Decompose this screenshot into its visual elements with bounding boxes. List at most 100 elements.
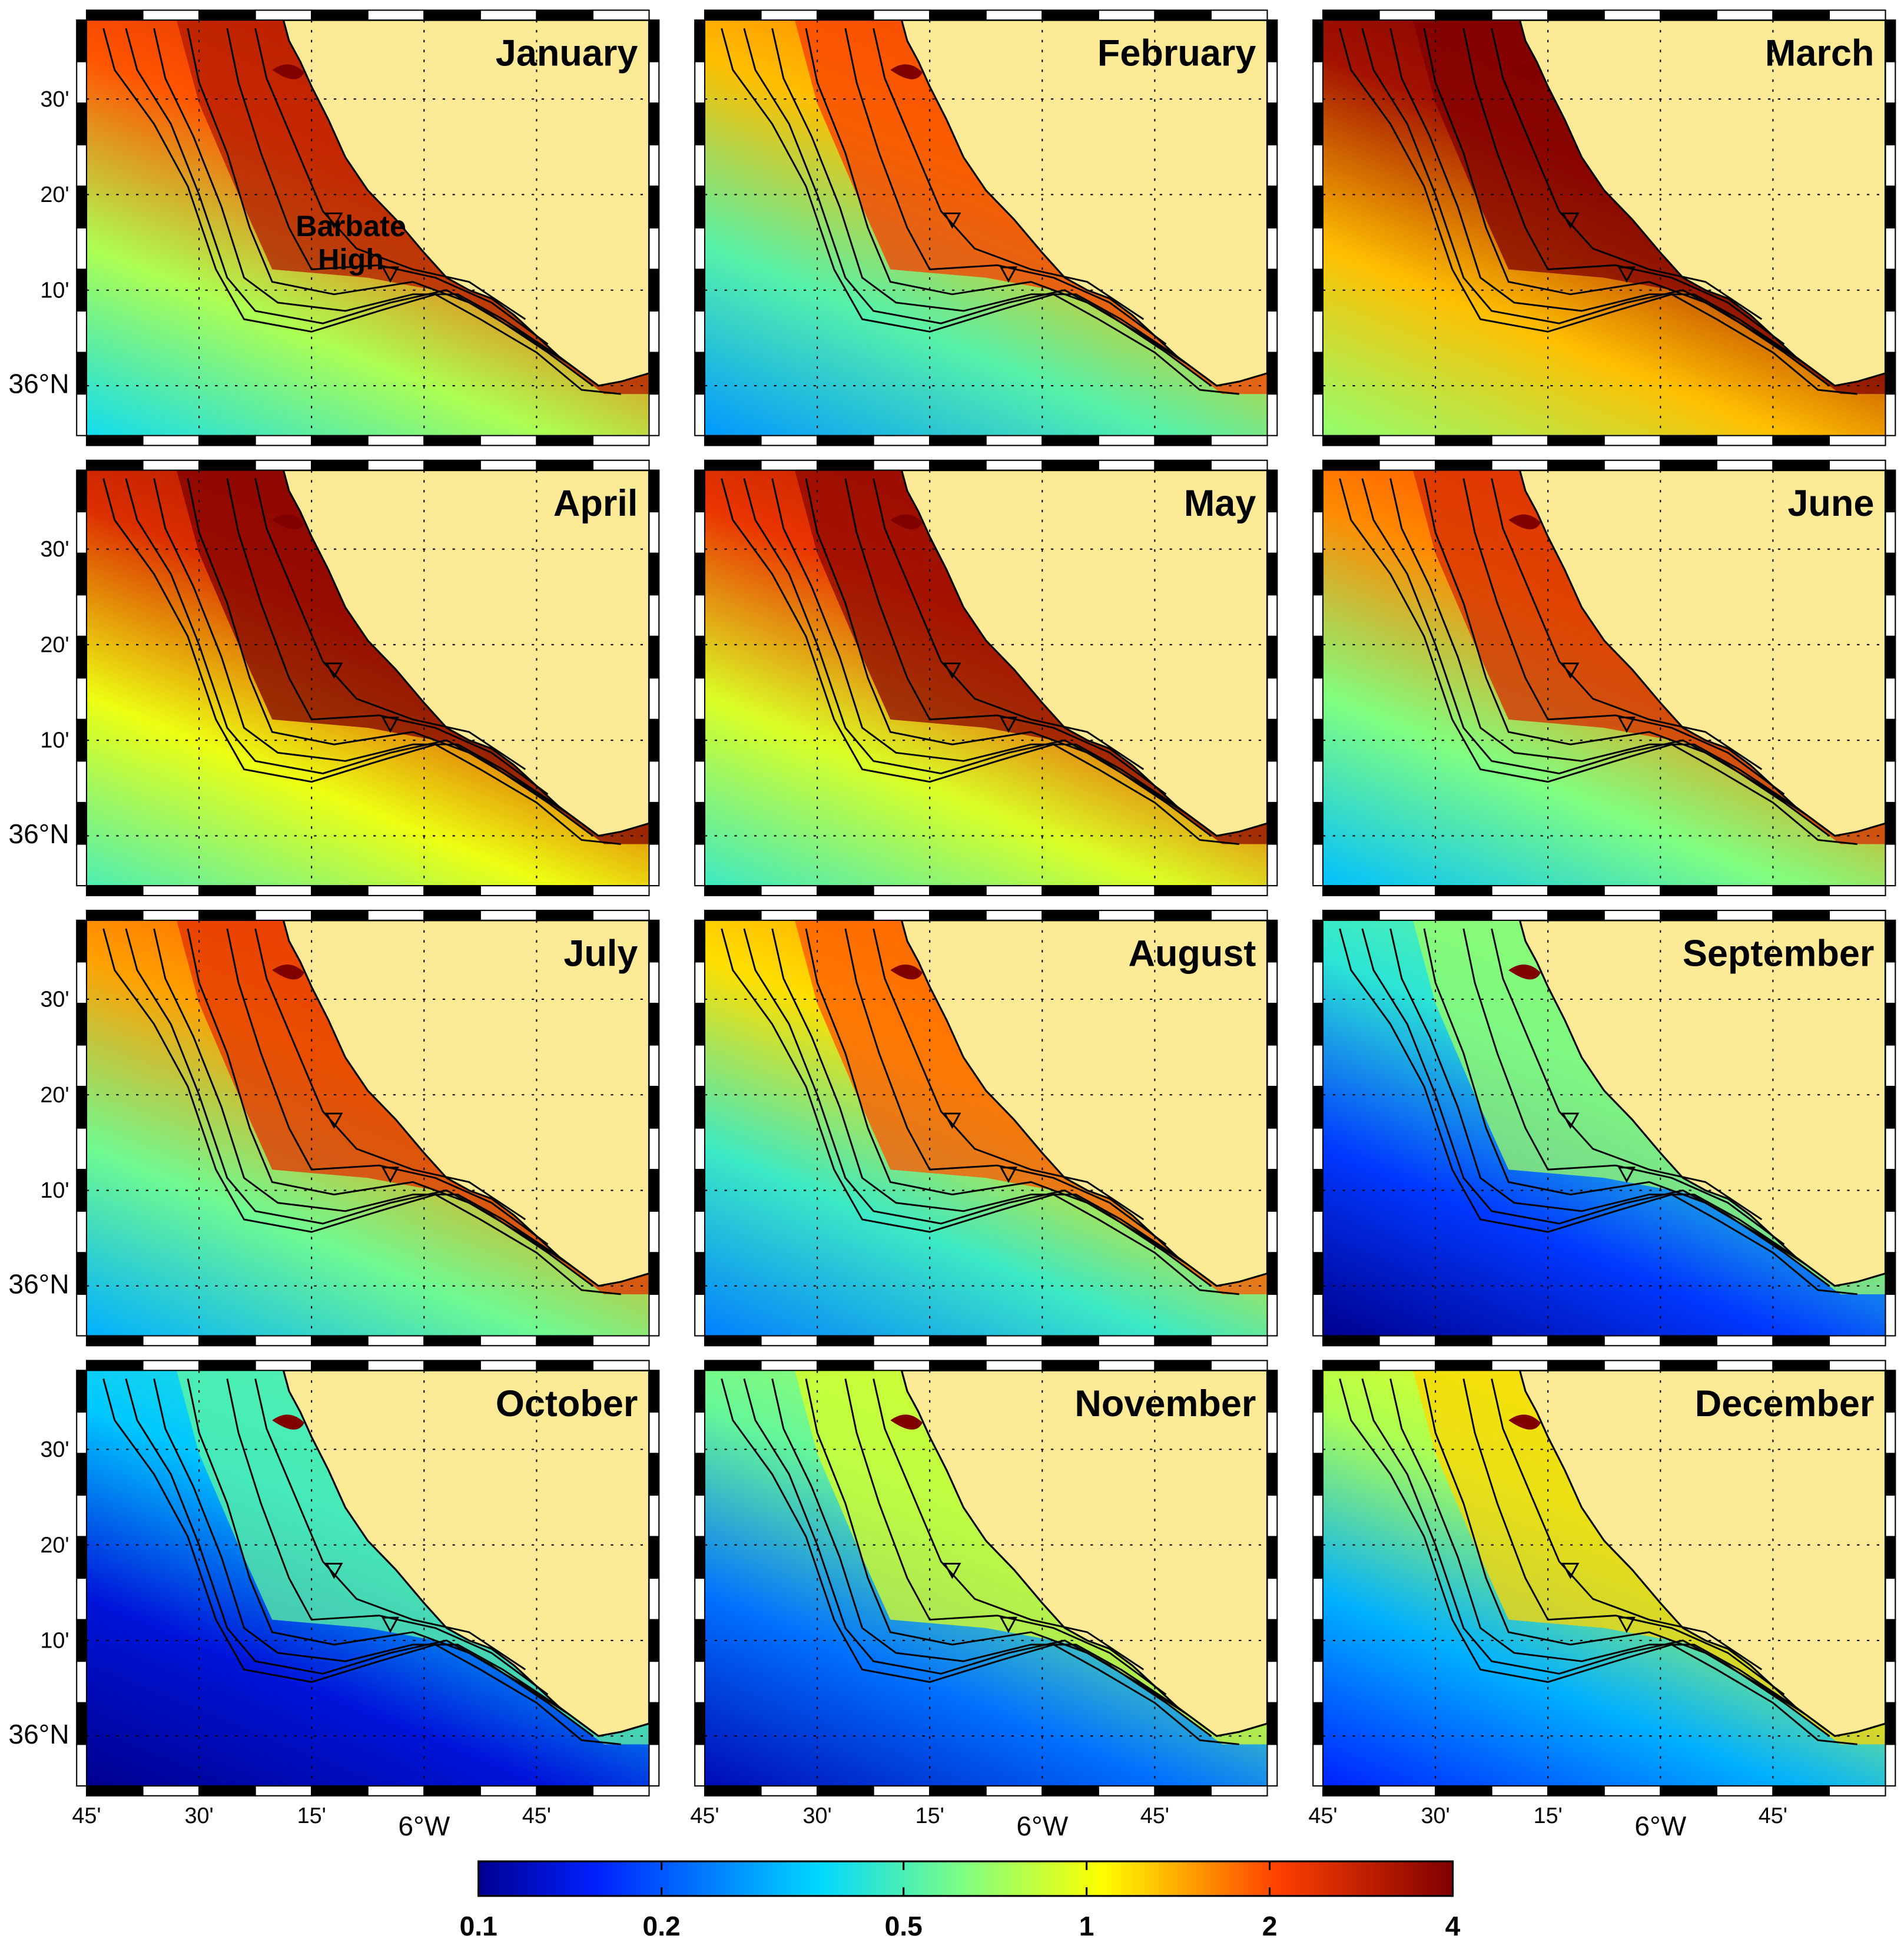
x-tick-label: 45' bbox=[522, 1804, 551, 1828]
frame-segment bbox=[592, 435, 650, 446]
frame-segment bbox=[1885, 393, 1896, 436]
frame-segment bbox=[76, 102, 88, 145]
frame-segment bbox=[1885, 552, 1896, 596]
colorbar-tick-label: 4 bbox=[1445, 1911, 1461, 1941]
x-tick-label: 30' bbox=[802, 1804, 831, 1828]
x-tick-label: 6°W bbox=[1634, 1811, 1686, 1841]
frame-segment bbox=[873, 910, 931, 921]
land bbox=[282, 19, 651, 387]
frame-segment bbox=[1154, 910, 1212, 921]
bay-feature bbox=[1508, 1414, 1541, 1430]
map-panel: May bbox=[694, 459, 1278, 896]
frame-segment bbox=[142, 9, 200, 21]
y-tick-label: 36°N bbox=[8, 1719, 69, 1749]
frame-segment bbox=[1772, 1360, 1830, 1371]
isobath bbox=[721, 478, 1239, 846]
frame-segment bbox=[1266, 469, 1278, 513]
isobath bbox=[873, 1378, 1145, 1671]
frame-segment bbox=[873, 1335, 931, 1347]
frame-segment bbox=[85, 1785, 144, 1797]
map-panel: August bbox=[694, 910, 1278, 1347]
station-marker bbox=[381, 716, 400, 733]
month-label: August bbox=[1128, 933, 1256, 975]
frame-segment bbox=[1435, 910, 1492, 921]
frame-segment bbox=[760, 1360, 818, 1371]
frame-segment bbox=[1041, 459, 1099, 471]
y-tick-label: 20' bbox=[40, 632, 69, 657]
frame-segment bbox=[1312, 511, 1324, 554]
frame-segment bbox=[1266, 1044, 1278, 1088]
isobath bbox=[1423, 928, 1807, 1266]
frame-segment bbox=[1210, 9, 1268, 21]
frame-segment bbox=[694, 1044, 706, 1088]
station-marker bbox=[1617, 266, 1636, 283]
frame-segment bbox=[311, 1335, 369, 1347]
station-marker bbox=[943, 662, 961, 679]
frame-segment bbox=[873, 885, 931, 896]
frame-segment bbox=[1547, 885, 1605, 896]
frame-segment bbox=[760, 885, 818, 896]
annotation-label: High bbox=[318, 242, 384, 276]
frame-segment bbox=[1603, 459, 1661, 471]
frame-segment bbox=[694, 1002, 706, 1046]
frame-segment bbox=[1154, 459, 1212, 471]
frame-segment bbox=[85, 910, 144, 921]
frame-segment bbox=[648, 61, 660, 104]
isobath bbox=[153, 478, 560, 808]
map-panel: October 30' 20' 10' 36°N 45' 30' 15' 6°W 45' bbox=[8, 1360, 660, 1841]
frame-segment bbox=[817, 435, 874, 446]
frame-segment bbox=[1312, 61, 1324, 104]
frame-segment bbox=[76, 1044, 88, 1088]
frame-segment bbox=[1154, 9, 1212, 21]
frame-segment bbox=[648, 1086, 660, 1129]
station-marker bbox=[1617, 1166, 1636, 1183]
isobath bbox=[873, 928, 1145, 1221]
frame-segment bbox=[985, 885, 1043, 896]
station-marker bbox=[1561, 1563, 1580, 1579]
frame-segment bbox=[1312, 1293, 1324, 1337]
frame-segment bbox=[1041, 435, 1099, 446]
bay-feature bbox=[1508, 514, 1541, 530]
isobath bbox=[102, 928, 621, 1295]
frame-segment bbox=[76, 1002, 88, 1046]
annotation-label: Barbate bbox=[296, 209, 406, 243]
frame-segment bbox=[1885, 269, 1896, 312]
shelf-high-band bbox=[1412, 920, 1886, 1294]
frame-segment bbox=[694, 469, 706, 513]
isobath bbox=[1491, 478, 1763, 770]
frame-segment bbox=[929, 910, 987, 921]
frame-segment bbox=[694, 102, 706, 145]
frame-segment bbox=[311, 9, 369, 21]
frame-segment bbox=[1266, 1702, 1278, 1745]
frame-segment bbox=[1885, 1494, 1896, 1537]
frame-segment bbox=[1828, 885, 1886, 896]
frame-segment bbox=[367, 1360, 425, 1371]
frame-segment bbox=[423, 435, 481, 446]
isobath bbox=[1339, 928, 1857, 1295]
frame-segment bbox=[1885, 718, 1896, 762]
land bbox=[900, 19, 1269, 387]
frame-segment bbox=[1210, 1335, 1268, 1347]
frame-segment bbox=[1312, 718, 1324, 762]
y-tick-label: 30' bbox=[40, 87, 69, 112]
frame-segment bbox=[694, 227, 706, 270]
frame-segment bbox=[694, 1210, 706, 1254]
frame-segment bbox=[142, 910, 200, 921]
frame-segment bbox=[1885, 102, 1896, 145]
frame-segment bbox=[592, 1360, 650, 1371]
frame-segment bbox=[704, 1335, 762, 1347]
frame-segment bbox=[1322, 1335, 1380, 1347]
station-marker bbox=[999, 266, 1018, 283]
frame-segment bbox=[1312, 469, 1324, 513]
x-tick-label: 30' bbox=[184, 1804, 213, 1828]
frame-segment bbox=[694, 310, 706, 353]
frame-segment bbox=[929, 9, 987, 21]
isobath bbox=[771, 28, 1178, 357]
y-tick-label: 30' bbox=[40, 987, 69, 1012]
frame-segment bbox=[694, 1619, 706, 1662]
isobath bbox=[721, 928, 1239, 1295]
frame-segment bbox=[1097, 910, 1156, 921]
frame-segment bbox=[648, 352, 660, 395]
month-label: October bbox=[496, 1383, 638, 1424]
isobath bbox=[153, 928, 560, 1258]
